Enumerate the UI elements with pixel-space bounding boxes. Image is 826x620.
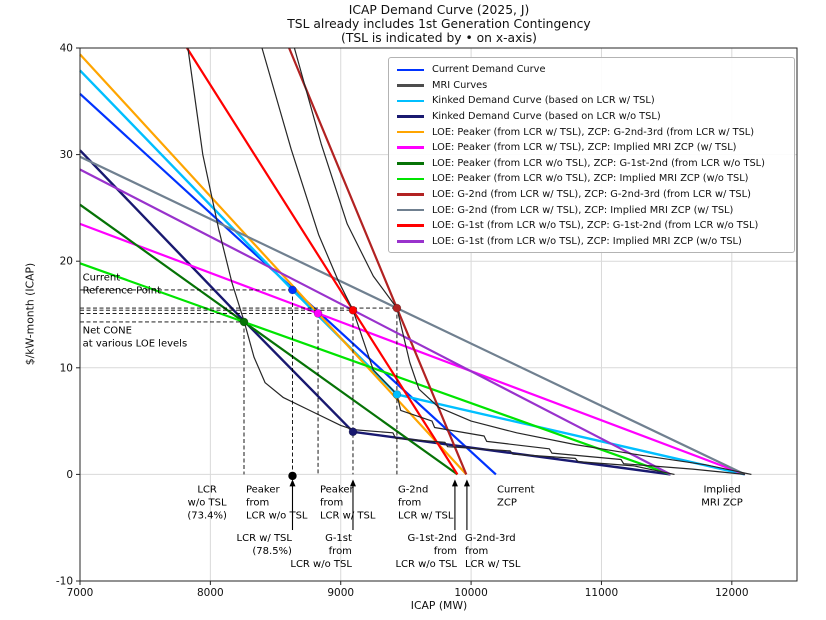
legend-swatch — [397, 115, 424, 118]
marker-dot — [348, 427, 358, 437]
legend-label: LOE: Peaker (from LCR w/o TSL), ZCP: Imp… — [432, 173, 749, 185]
annotation-peaker-from-lcr-wo-tsl-label: Peaker from LCR w/o TSL — [246, 485, 308, 522]
x-axis-label: ICAP (MW) — [410, 599, 468, 612]
annotation-lcr-w-tsl-label: LCR w/ TSL (78.5%) — [237, 533, 293, 557]
legend-swatch — [397, 162, 424, 165]
annotation-net-cone-label: Net CONE at various LOE levels — [83, 326, 188, 350]
chart-title-line-1: ICAP Demand Curve (2025, J) — [348, 3, 530, 17]
legend-swatch — [397, 240, 424, 243]
legend-item: LOE: Peaker (from LCR w/ TSL), ZCP: Impl… — [397, 140, 786, 156]
legend-label: Current Demand Curve — [432, 64, 546, 76]
x-tick-label: 9000 — [327, 587, 354, 599]
legend-label: Kinked Demand Curve (based on LCR w/o TS… — [432, 111, 661, 123]
annotation-lcr-wo-tsl-label: LCR w/o TSL (73.4%) — [187, 485, 227, 522]
series-mri-curve-b — [261, 47, 745, 475]
legend-item: Kinked Demand Curve (based on LCR w/ TSL… — [397, 93, 786, 109]
chart-title-line-2: TSL already includes 1st Generation Cont… — [287, 16, 591, 31]
annotation-arrowhead — [289, 479, 296, 487]
annotation-current-reference-point-label: Current Reference Point — [83, 272, 161, 296]
x-tick-label: 11000 — [585, 587, 618, 599]
y-axis-label: $/kW-month (ICAP) — [23, 262, 37, 366]
legend-swatch — [397, 130, 424, 134]
annotation-peaker-from-lcr-w-tsl-label: Peaker from LCR w/ TSL — [320, 485, 376, 522]
legend: Current Demand Curve MRI Curves Kinked Dem… — [388, 57, 795, 254]
legend-label: LOE: Peaker (from LCR w/ TSL), ZCP: Impl… — [432, 142, 737, 154]
legend-item: MRI Curves — [397, 78, 786, 94]
chart-title-line-3: (TSL is indicated by • on x-axis) — [341, 30, 537, 45]
marker-dot — [239, 317, 249, 327]
legend-item: LOE: G-2nd (from LCR w/ TSL), ZCP: Impli… — [397, 202, 786, 218]
legend-item: LOE: G-1st (from LCR w/o TSL), ZCP: G-1s… — [397, 218, 786, 234]
legend-item: LOE: Peaker (from LCR w/o TSL), ZCP: Imp… — [397, 171, 786, 187]
legend-item: Kinked Demand Curve (based on LCR w/o TS… — [397, 109, 786, 125]
series-mri-curve-c — [293, 47, 752, 475]
marker-dot — [392, 390, 402, 399]
series-loe-peaker-wotsl-zcp-implied-mri — [79, 262, 671, 476]
legend-swatch — [397, 99, 424, 103]
legend-label: LOE: Peaker (from LCR w/o TSL), ZCP: G-1… — [432, 157, 765, 169]
annotation-g1st-from-lcr-wo-tsl-label: G-1st from LCR w/o TSL — [290, 533, 352, 570]
legend-label: MRI Curves — [432, 79, 488, 91]
annotation-implied-mri-zcp-label: Implied MRI ZCP — [701, 485, 743, 509]
legend-label: LOE: Peaker (from LCR w/ TSL), ZCP: G-2n… — [432, 126, 755, 138]
annotation-g2nd-from-lcr-w-tsl-label: G-2nd from LCR w/ TSL — [398, 485, 454, 522]
marker-dot — [348, 305, 358, 315]
legend-swatch — [397, 84, 424, 87]
y-tick-label: 30 — [60, 149, 73, 161]
annotation-current-zcp-label: Current ZCP — [497, 485, 535, 509]
legend-item: LOE: G-1st (from LCR w/o TSL), ZCP: Impl… — [397, 234, 786, 250]
plot-frame — [79, 47, 798, 582]
annotation-arrowhead — [451, 479, 458, 487]
legend-swatch — [397, 146, 424, 150]
legend-label: Kinked Demand Curve (based on LCR w/ TSL… — [432, 95, 655, 107]
legend-item: LOE: Peaker (from LCR w/o TSL), ZCP: G-1… — [397, 156, 786, 172]
legend-item: LOE: G-2nd (from LCR w/ TSL), ZCP: G-2nd… — [397, 187, 786, 203]
tsl-axis-dot — [288, 471, 297, 481]
annotation-arrowhead — [463, 479, 470, 487]
legend-swatch — [397, 68, 424, 72]
x-tick-label: 10000 — [454, 587, 487, 599]
marker-dot — [313, 309, 323, 318]
legend-label: LOE: G-1st (from LCR w/o TSL), ZCP: G-1s… — [432, 220, 759, 232]
y-tick-label: -10 — [56, 576, 73, 588]
legend-item: Current Demand Curve — [397, 62, 786, 78]
x-tick-label: 8000 — [197, 587, 224, 599]
x-tick-label: 12000 — [715, 587, 748, 599]
legend-swatch — [397, 193, 424, 196]
marker-dot — [288, 285, 297, 295]
y-tick-label: 0 — [66, 469, 73, 481]
annotation-g1st-2nd-from-lcr-wo-tsl-label: G-1st-2nd from LCR w/o TSL — [395, 533, 457, 570]
annotation-arrowhead — [349, 479, 356, 487]
legend-label: LOE: G-1st (from LCR w/o TSL), ZCP: Impl… — [432, 235, 742, 247]
y-tick-label: 20 — [60, 256, 73, 268]
legend-label: LOE: G-2nd (from LCR w/ TSL), ZCP: Impli… — [432, 204, 734, 216]
marker-dot — [392, 303, 402, 313]
y-tick-label: 40 — [60, 43, 73, 55]
x-tick-label: 7000 — [67, 587, 94, 599]
legend-label: LOE: G-2nd (from LCR w/ TSL), ZCP: G-2nd… — [432, 189, 751, 201]
legend-swatch — [397, 177, 424, 181]
legend-swatch — [397, 224, 424, 228]
chart-title: ICAP Demand Curve (2025, J) TSL already … — [80, 3, 798, 45]
y-tick-label: 10 — [60, 362, 73, 374]
annotation-g2nd-3rd-from-lcr-w-tsl-label: G-2nd-3rd from LCR w/ TSL — [465, 533, 521, 570]
legend-swatch — [397, 208, 424, 212]
legend-item: LOE: Peaker (from LCR w/ TSL), ZCP: G-2n… — [397, 124, 786, 140]
